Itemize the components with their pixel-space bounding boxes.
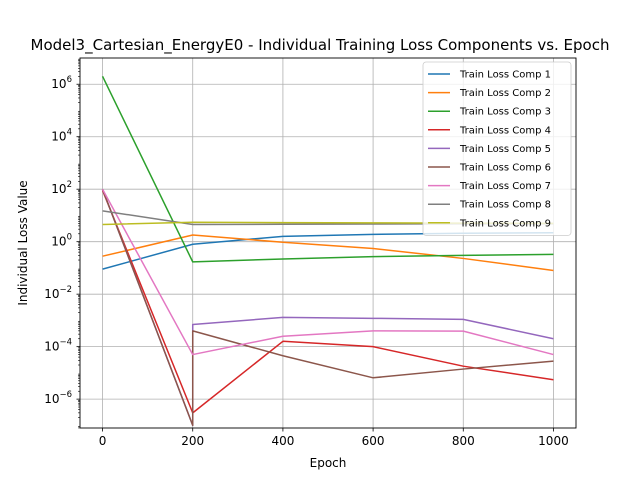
legend-label: Train Loss Comp 7 bbox=[459, 181, 551, 192]
ticks: 0 200 400 600 800 1000 10−6 10−4 10−2 100 102 104 10… bbox=[44, 58, 569, 448]
legend-label: Train Loss Comp 4 bbox=[459, 125, 551, 136]
x-tick-label: 400 bbox=[271, 434, 294, 448]
legend-label: Train Loss Comp 1 bbox=[459, 70, 551, 81]
chart-title: Model3_Cartesian_EnergyE0 - Individual T… bbox=[31, 36, 610, 55]
x-tick-label: 200 bbox=[181, 434, 204, 448]
y-tick-label: 104 bbox=[51, 128, 72, 144]
legend-label: Train Loss Comp 3 bbox=[459, 107, 551, 118]
x-tick-label: 1000 bbox=[538, 434, 569, 448]
y-tick-label: 100 bbox=[51, 233, 72, 249]
y-tick-label: 10−6 bbox=[44, 390, 72, 406]
legend-label: Train Loss Comp 2 bbox=[459, 88, 551, 99]
series-line bbox=[101, 76, 554, 263]
legend-label: Train Loss Comp 6 bbox=[459, 163, 551, 174]
legend-box bbox=[422, 61, 572, 236]
series-line bbox=[101, 188, 554, 356]
series-line bbox=[101, 188, 554, 427]
series-line bbox=[102, 234, 554, 272]
legend-label: Train Loss Comp 5 bbox=[459, 144, 551, 155]
x-tick-label: 0 bbox=[99, 434, 107, 448]
x-axis-title: Epoch bbox=[310, 456, 347, 470]
series-group bbox=[101, 76, 554, 427]
legend: Train Loss Comp 1 Train Loss Comp 2 Train … bbox=[422, 61, 572, 236]
y-tick-label: 10−4 bbox=[44, 338, 72, 354]
y-tick-label: 106 bbox=[51, 75, 72, 91]
y-axis-title: Individual Loss Value bbox=[16, 180, 30, 305]
legend-label: Train Loss Comp 9 bbox=[459, 218, 551, 229]
y-tick-label: 10−2 bbox=[44, 285, 72, 301]
legend-label: Train Loss Comp 8 bbox=[459, 200, 551, 211]
x-tick-label: 600 bbox=[362, 434, 385, 448]
y-tick-label: 102 bbox=[51, 180, 72, 196]
x-tick-label: 800 bbox=[452, 434, 475, 448]
